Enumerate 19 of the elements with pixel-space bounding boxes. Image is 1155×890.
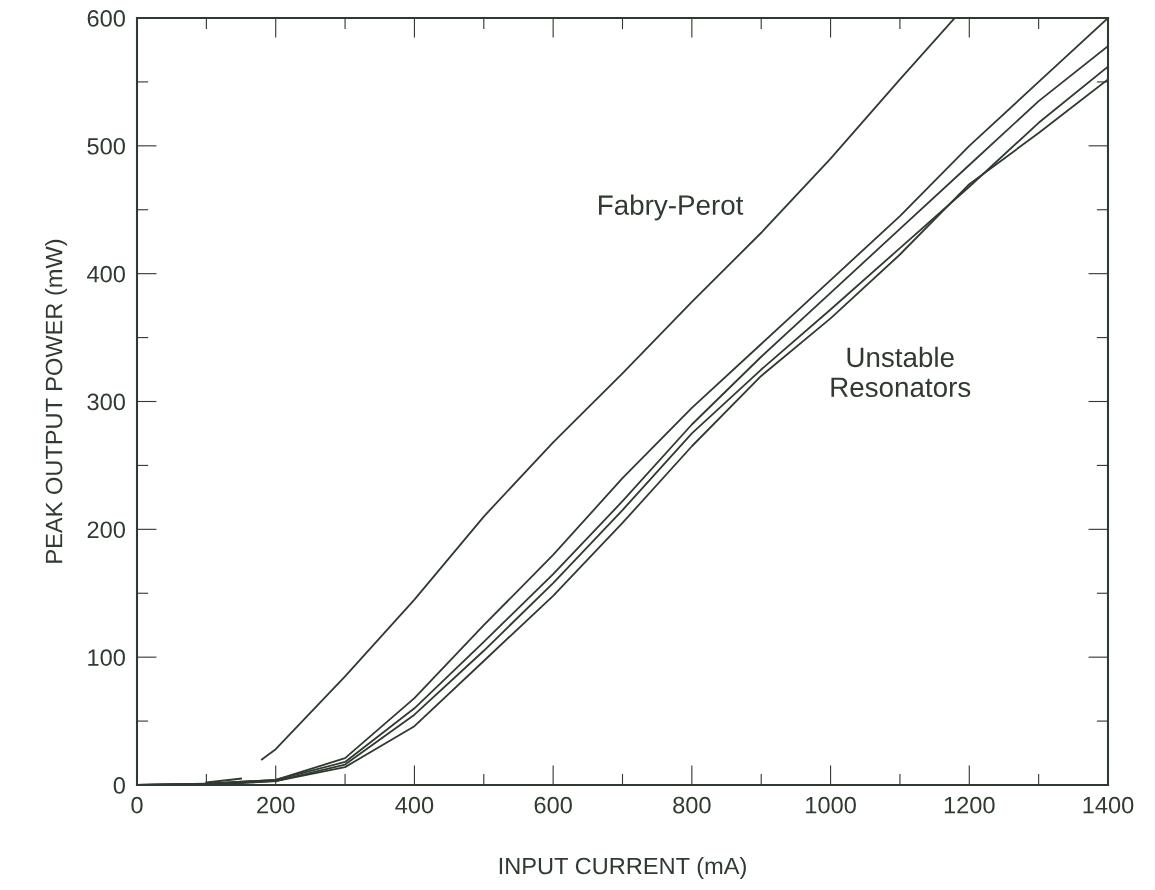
y-tick-label: 0 [113,777,125,794]
y-tick-label: 200 [87,521,125,539]
x-tick-label: 1400 [1083,796,1134,814]
x-tick-label: 400 [395,796,434,814]
x-tick-label: 200 [257,796,295,814]
y-axis-title: PEAK OUTPUT POWER (mW) [45,239,68,563]
annotation: Unstable Resonators [831,346,971,398]
annotation: Fabry-Perot [599,194,744,221]
x-tick-label: 1000 [806,796,856,814]
y-tick-label: 400 [87,265,125,283]
x-tick-label: 600 [534,796,572,814]
y-tick-label: 600 [87,10,125,27]
x-tick-label: 800 [673,796,711,814]
x-tick-label: 1200 [944,796,995,814]
x-tick-label: 0 [131,796,143,814]
y-tick-label: 500 [87,137,125,155]
y-tick-label: 100 [88,649,125,666]
x-axis-title: INPUT CURRENT (mA) [499,857,746,880]
y-tick-label: 300 [87,393,125,411]
